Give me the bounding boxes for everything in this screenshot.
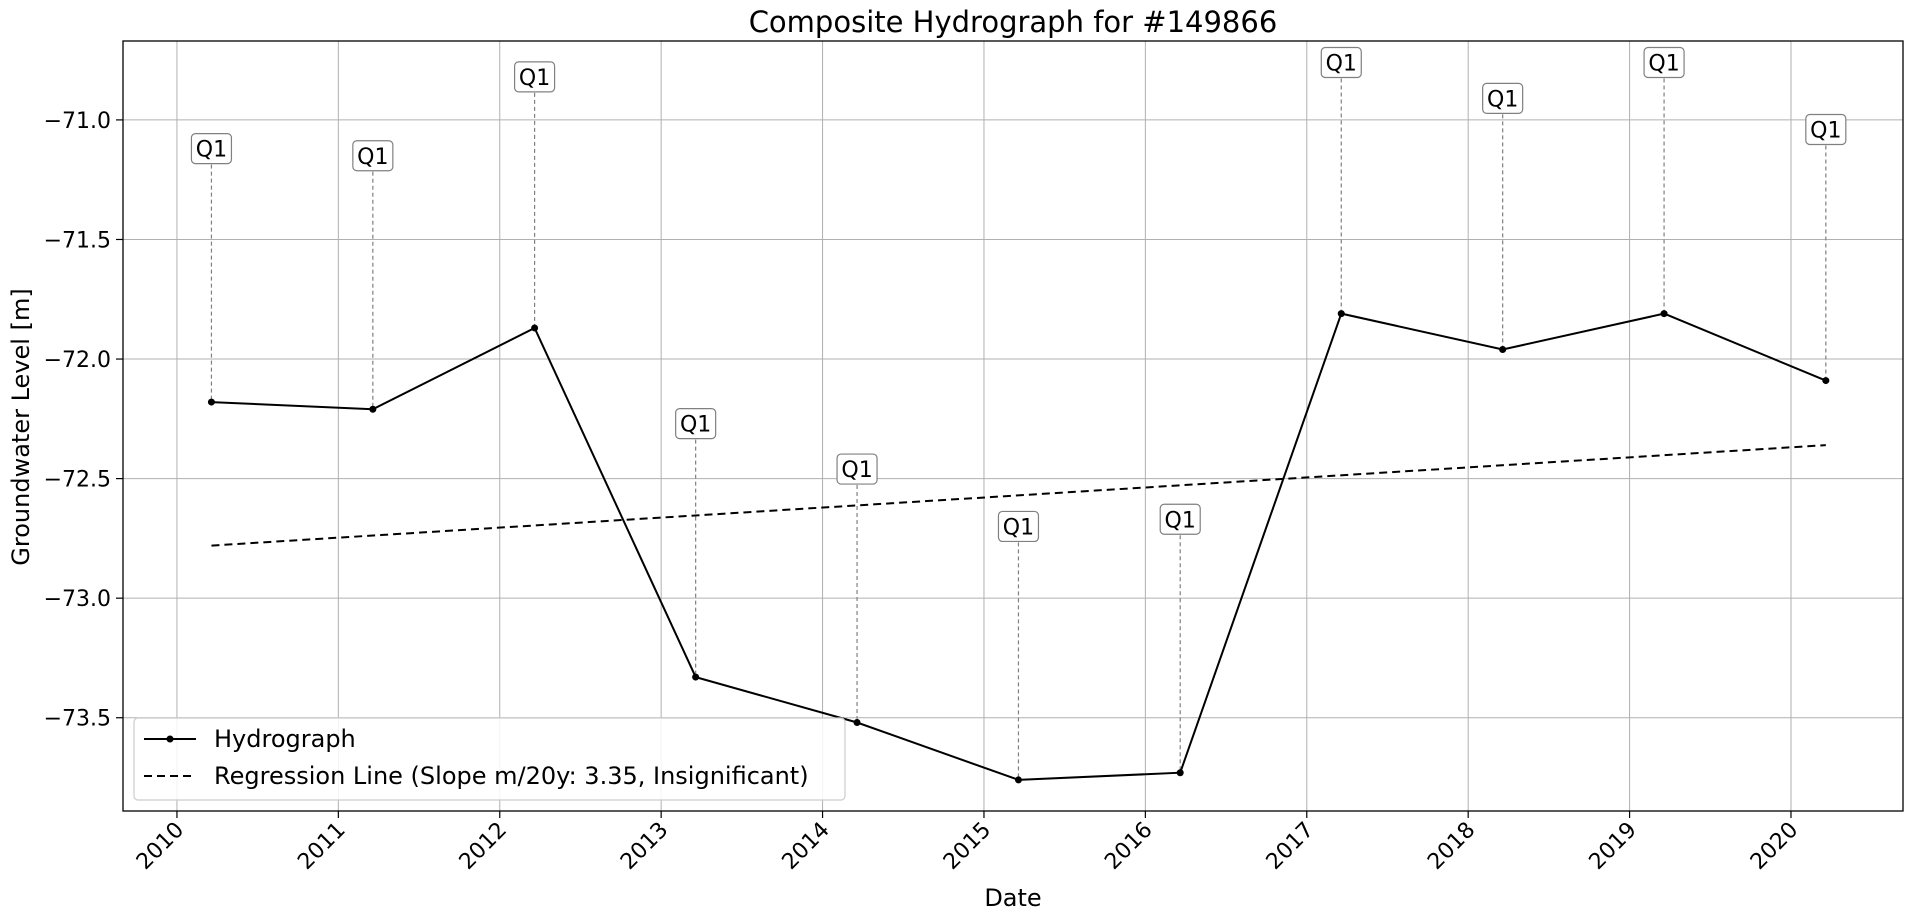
y-tick-label-2: −72.0	[44, 348, 111, 373]
legend-marker-hydrograph	[166, 735, 174, 743]
hydrograph-point-9	[1660, 310, 1668, 318]
annotation-label-1: Q1	[357, 145, 388, 170]
hydrograph-point-5	[1014, 776, 1022, 784]
annotation-box-0	[190, 133, 233, 165]
hydrograph-point-2	[531, 324, 539, 332]
annotation-box-7	[1320, 46, 1362, 79]
x-axis-title: Date	[984, 884, 1041, 912]
annotation-box-5	[997, 510, 1040, 543]
x-tick-label-10: 2020	[1746, 818, 1803, 875]
annotation-layer: Q1 Q1 Q1 Q1 Q1 Q1 Q1 Q1 Q1 Q1 Q1	[190, 46, 1847, 780]
chart-title: Composite Hydrograph for #149866	[749, 5, 1278, 39]
regression-line	[211, 444, 1826, 547]
hydrograph-point-6	[1176, 769, 1184, 777]
y-tick-label-3: −72.5	[44, 468, 111, 493]
plot-frame	[122, 40, 1904, 812]
annotation-box-6	[1159, 503, 1201, 535]
annotation-box-2	[513, 61, 556, 93]
x-tick-label-8: 2018	[1423, 818, 1480, 875]
x-tick-label-0: 2010	[132, 818, 189, 875]
hydrograph-layer	[207, 310, 1830, 784]
annotation-box-10	[1805, 113, 1847, 146]
y-tick-label-1: −71.5	[44, 228, 111, 253]
x-tick-label-2: 2012	[455, 818, 512, 875]
x-tick-label-1: 2011	[293, 818, 350, 875]
annotation-label-4: Q1	[841, 458, 872, 483]
legend: Hydrograph Regression Line (Slope m/20y: …	[133, 717, 846, 801]
x-tick-label-7: 2017	[1262, 818, 1319, 875]
y-tick-label-5: −73.5	[44, 707, 111, 732]
annotation-label-9: Q1	[1648, 52, 1679, 77]
annotation-label-6: Q1	[1165, 508, 1196, 533]
legend-label-hydrograph: Hydrograph	[214, 725, 356, 753]
hydrograph-point-4	[853, 719, 861, 727]
regression-layer	[211, 444, 1826, 547]
annotation-label-7: Q1	[1326, 52, 1357, 77]
y-tick-label-4: −73.0	[44, 587, 111, 612]
y-axis-ticks: −71.0 −71.5 −72.0 −72.5 −73.0 −73.5	[44, 109, 123, 732]
legend-label-regression: Regression Line (Slope m/20y: 3.35, Insi…	[214, 762, 809, 790]
annotation-label-0: Q1	[196, 138, 227, 163]
annotation-label-8: Q1	[1487, 87, 1518, 112]
y-tick-label-0: −71.0	[44, 109, 111, 134]
hydrograph-point-1	[369, 405, 377, 413]
annotation-box-9	[1643, 46, 1685, 79]
annotation-label-3: Q1	[680, 413, 711, 438]
grid-lines	[123, 41, 1903, 811]
x-tick-label-5: 2015	[939, 818, 996, 875]
y-axis-title: Groundwater Level [m]	[7, 288, 35, 565]
x-tick-label-3: 2013	[616, 818, 673, 875]
legend-frame	[133, 717, 846, 801]
x-tick-label-6: 2016	[1100, 818, 1157, 875]
annotation-label-2: Q1	[519, 66, 550, 91]
hydrograph-line	[211, 312, 1827, 781]
hydrograph-point-8	[1499, 345, 1507, 353]
annotation-label-10: Q1	[1810, 118, 1841, 143]
x-axis-ticks: 2010 2011 2012 2013 2014 2015 2016 2017 2018 2019…	[132, 811, 1803, 875]
x-tick-label-9: 2019	[1585, 818, 1642, 875]
annotation-label-5: Q1	[1003, 515, 1034, 540]
annotation-box-8	[1482, 82, 1524, 114]
annotation-box-1	[352, 140, 394, 172]
hydrograph-point-10	[1822, 377, 1830, 385]
annotation-box-4	[836, 453, 878, 485]
hydrograph-point-7	[1337, 310, 1345, 318]
hydrograph-point-3	[692, 673, 700, 681]
x-tick-label-4: 2014	[778, 818, 835, 875]
hydrograph-point-0	[207, 398, 215, 406]
annotation-box-3	[675, 408, 717, 440]
